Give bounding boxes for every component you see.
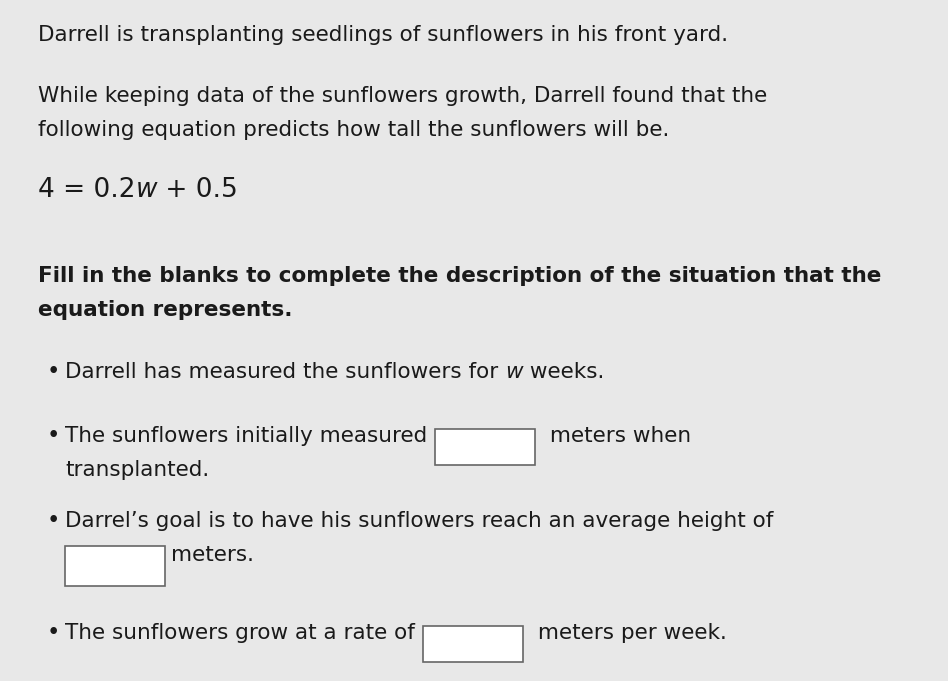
Text: meters.: meters. [171,545,254,565]
Text: meters per week.: meters per week. [531,623,727,644]
Text: The sunflowers grow at a rate of: The sunflowers grow at a rate of [65,623,415,644]
Text: While keeping data of the sunflowers growth, Darrell found that the: While keeping data of the sunflowers gro… [38,86,767,106]
Text: Fill in the blanks to complete the description of the situation that the: Fill in the blanks to complete the descr… [38,266,882,287]
Text: meters when: meters when [543,426,691,446]
Text: weeks.: weeks. [522,362,604,381]
Text: •: • [47,360,61,383]
Text: w: w [136,177,157,204]
Text: Darrell has measured the sunflowers for: Darrell has measured the sunflowers for [65,362,505,381]
Text: •: • [47,621,61,644]
Text: w: w [505,362,522,381]
Text: following equation predicts how tall the sunflowers will be.: following equation predicts how tall the… [38,121,669,140]
Text: •: • [47,424,61,447]
Text: Darrel’s goal is to have his sunflowers reach an average height of: Darrel’s goal is to have his sunflowers … [65,511,774,531]
Text: 4 = 0.2: 4 = 0.2 [38,177,136,204]
Bar [423,627,523,663]
Text: Darrell is transplanting seedlings of sunflowers in his front yard.: Darrell is transplanting seedlings of su… [38,25,728,45]
Bar [65,546,165,586]
Text: The sunflowers initially measured: The sunflowers initially measured [65,426,428,446]
Text: equation represents.: equation represents. [38,300,293,320]
Text: + 0.5: + 0.5 [157,177,238,204]
Text: •: • [47,509,61,532]
Bar [435,429,536,465]
Text: transplanted.: transplanted. [65,460,210,480]
